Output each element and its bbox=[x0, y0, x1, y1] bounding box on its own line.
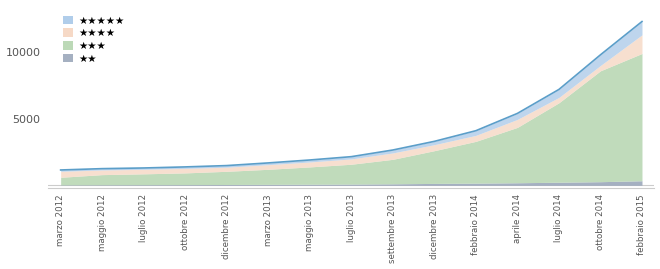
Legend: ★★★★★, ★★★★, ★★★, ★★: ★★★★★, ★★★★, ★★★, ★★ bbox=[59, 13, 127, 67]
